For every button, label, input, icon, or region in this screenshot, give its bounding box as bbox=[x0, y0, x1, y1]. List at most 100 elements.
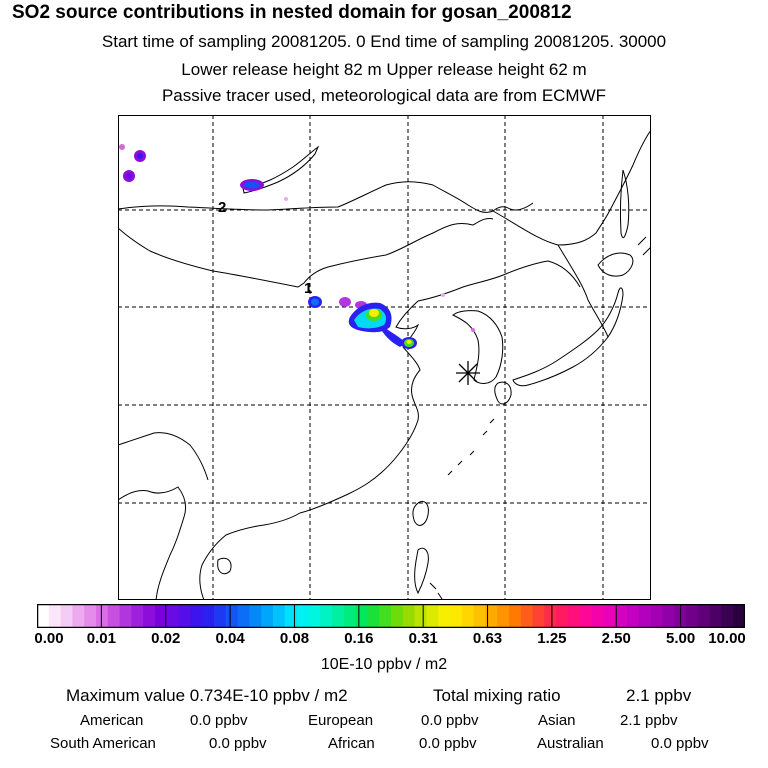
border-southwest bbox=[118, 432, 209, 481]
colorbar-cell bbox=[355, 604, 368, 628]
colorbar-cell bbox=[131, 604, 144, 628]
colorbar-tick-label: 0.08 bbox=[279, 630, 310, 647]
colorbar-cell bbox=[155, 604, 168, 628]
colorbar-cell bbox=[733, 604, 745, 628]
japan-kyushu bbox=[494, 381, 512, 405]
colorbar-cell bbox=[296, 604, 309, 628]
colorbar-tick-label: 0.02 bbox=[151, 630, 181, 647]
kuril-islands bbox=[637, 236, 651, 256]
colorbar-cell bbox=[497, 604, 510, 628]
colorbar-cell bbox=[709, 604, 722, 628]
coastline-south-china bbox=[199, 512, 301, 600]
colorbar-cell bbox=[426, 604, 439, 628]
colorbar-cell bbox=[697, 604, 711, 628]
border-china-korea bbox=[417, 260, 581, 302]
colorbar-tick-label: 0.31 bbox=[408, 630, 438, 647]
colorbar-cell bbox=[214, 604, 227, 628]
colorbar-cell bbox=[166, 604, 180, 628]
colorbar-cell bbox=[367, 604, 380, 628]
colorbar-cell bbox=[721, 604, 734, 628]
colorbar-cell bbox=[461, 604, 475, 628]
region-value: 0.0 ppbv bbox=[190, 712, 248, 729]
colorbar-cell bbox=[178, 604, 191, 628]
colorbar-cell bbox=[284, 604, 298, 628]
hainan bbox=[217, 557, 232, 575]
region-name: European bbox=[308, 712, 374, 729]
colorbar-cell bbox=[202, 604, 215, 628]
colorbar-tick-label: 0.16 bbox=[344, 630, 374, 647]
map-frame bbox=[118, 115, 651, 600]
total-mixing-ratio-value: 2.1 ppbv bbox=[626, 686, 692, 705]
colorbar-cell bbox=[638, 604, 652, 628]
border-mongolia-china bbox=[118, 218, 494, 288]
tracer-info-line: Passive tracer used, meteorological data… bbox=[161, 86, 607, 105]
colorbar-cell bbox=[627, 604, 640, 628]
region-value: 2.1 ppbv bbox=[620, 712, 678, 729]
sakhalin bbox=[619, 169, 630, 238]
colorbar-cell bbox=[379, 604, 392, 628]
colorbar-cell bbox=[544, 604, 557, 628]
colorbar-cell bbox=[414, 604, 427, 628]
colorbar-cell bbox=[650, 604, 663, 628]
maximum-value: Maximum value 0.734E-10 ppbv / m2 bbox=[66, 686, 348, 705]
colorbar-cell bbox=[143, 604, 156, 628]
coastline-china-east bbox=[299, 346, 421, 514]
colorbar-cell bbox=[591, 604, 604, 628]
sampling-time-line: Start time of sampling 20081205. 0 End t… bbox=[101, 32, 667, 51]
region-value: 0.0 ppbv bbox=[419, 735, 477, 752]
colorbar-tick-label: 5.00 bbox=[666, 630, 696, 647]
plot-title: SO2 source contributions in nested domai… bbox=[12, 2, 572, 23]
lake-baikal bbox=[242, 145, 320, 194]
colorbar-cell bbox=[84, 604, 97, 628]
region-name: Australian bbox=[537, 735, 604, 752]
colorbar-cell bbox=[686, 604, 699, 628]
colorbar-cell bbox=[520, 604, 534, 628]
ryukyu-islands bbox=[447, 418, 495, 476]
colorbar-cell bbox=[438, 604, 451, 628]
colorbar-cell bbox=[509, 604, 522, 628]
region-name: African bbox=[328, 735, 375, 752]
total-mixing-ratio-label: Total mixing ratio bbox=[433, 686, 561, 705]
colorbar-cell bbox=[273, 604, 286, 628]
colorbar-cell bbox=[308, 604, 321, 628]
colorbar-cell bbox=[60, 604, 73, 628]
colorbar bbox=[37, 604, 745, 628]
colorbar-cell bbox=[107, 604, 121, 628]
graticule bbox=[118, 115, 651, 600]
region-name: South American bbox=[50, 735, 156, 752]
asterisk-icon bbox=[456, 361, 480, 385]
region-value: 0.0 ppbv bbox=[209, 735, 267, 752]
colorbar-cell bbox=[72, 604, 85, 628]
colorbar-cell bbox=[568, 604, 581, 628]
colorbar-cell bbox=[485, 604, 498, 628]
colorbar-cell bbox=[662, 604, 675, 628]
border-russia-mongolia bbox=[118, 181, 534, 213]
colorbar-tick-label: 0.63 bbox=[472, 630, 503, 647]
colorbar-cell bbox=[37, 604, 50, 628]
korean-peninsula bbox=[452, 310, 504, 384]
region-value: 0.0 ppbv bbox=[421, 712, 479, 729]
colorbar-cell bbox=[225, 604, 239, 628]
coastline-indochina bbox=[118, 486, 187, 600]
colorbar-cell bbox=[615, 604, 628, 628]
map-panel: 2 1 bbox=[118, 115, 651, 600]
philippines-luzon bbox=[414, 547, 429, 595]
colorbar-cell bbox=[391, 604, 404, 628]
colorbar-cell bbox=[532, 604, 545, 628]
region-name: Asian bbox=[538, 712, 576, 729]
colorbar-tick-label: 1.25 bbox=[537, 630, 567, 647]
colorbar-cell bbox=[473, 604, 486, 628]
colorbar-cell bbox=[48, 604, 62, 628]
colorbar-cell bbox=[261, 604, 274, 628]
colorbar-cell bbox=[343, 604, 357, 628]
region-name: American bbox=[80, 712, 144, 729]
border-manchuria bbox=[492, 129, 651, 246]
colorbar-cell bbox=[320, 604, 333, 628]
release-height-line: Lower release height 82 m Upper release … bbox=[181, 60, 587, 79]
colorbar-cell bbox=[96, 604, 109, 628]
philippines-islands bbox=[429, 582, 443, 600]
track-label-2: 2 bbox=[218, 199, 226, 216]
colorbar-cell bbox=[556, 604, 569, 628]
colorbar-cell bbox=[332, 604, 345, 628]
colorbar-cell bbox=[249, 604, 262, 628]
